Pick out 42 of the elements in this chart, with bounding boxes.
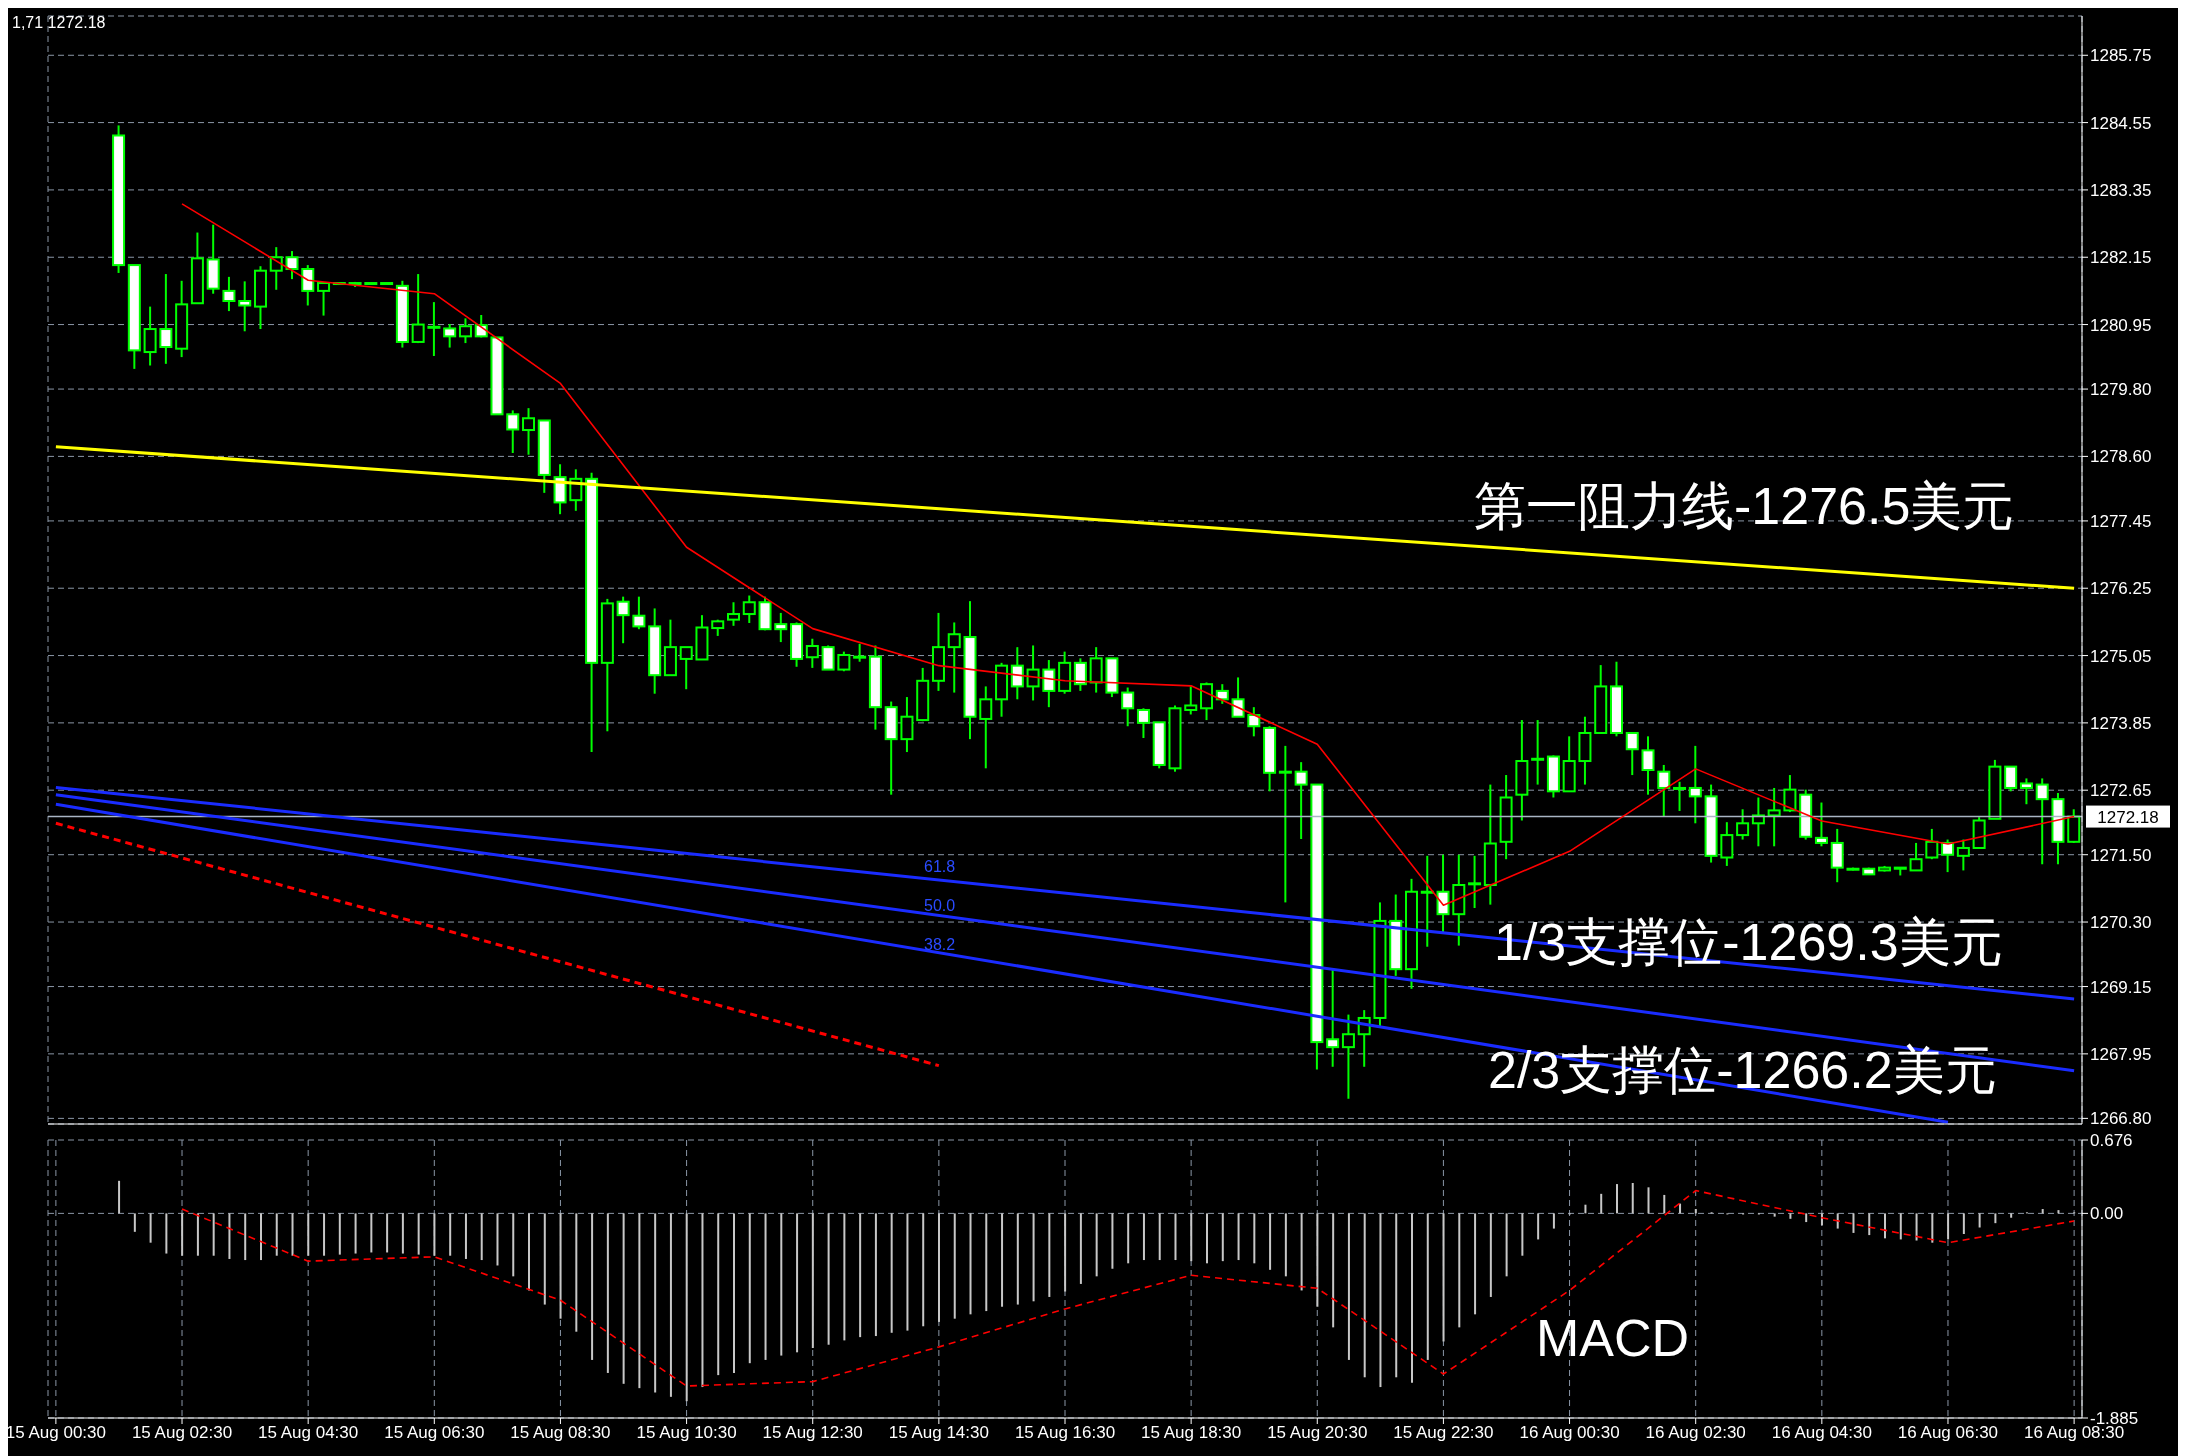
annotation: 61.8 bbox=[924, 858, 956, 876]
y-tick-label: 0.00 bbox=[2090, 1204, 2124, 1224]
x-tick-label: 15 Aug 10:30 bbox=[636, 1423, 737, 1443]
x-tick-label: 15 Aug 06:30 bbox=[384, 1423, 485, 1443]
x-tick-label: 15 Aug 04:30 bbox=[258, 1423, 359, 1443]
x-tick-label: 15 Aug 12:30 bbox=[762, 1423, 863, 1443]
x-tick-label: 16 Aug 02:30 bbox=[1645, 1423, 1746, 1443]
annotation: MACD bbox=[1536, 1309, 1690, 1368]
y-tick-label: 1269.15 bbox=[2090, 977, 2152, 997]
y-tick-label: 1275.05 bbox=[2090, 646, 2152, 666]
y-tick-label: 1266.80 bbox=[2090, 1109, 2152, 1129]
annotation: 第一阻力线-1276.5美元 bbox=[1474, 477, 2015, 536]
x-tick-label: 15 Aug 20:30 bbox=[1267, 1423, 1368, 1443]
y-tick-label: 1278.60 bbox=[2090, 447, 2152, 467]
x-tick-label: 15 Aug 22:30 bbox=[1393, 1423, 1494, 1443]
x-tick-label: 15 Aug 16:30 bbox=[1014, 1423, 1116, 1443]
x-tick-label: 15 Aug 14:30 bbox=[888, 1423, 989, 1443]
x-tick-label: 15 Aug 08:30 bbox=[510, 1423, 611, 1443]
x-tick-label: 15 Aug 00:30 bbox=[5, 1423, 106, 1443]
ref-line-label: 1272.18 bbox=[2097, 807, 2159, 827]
y-tick-label: 1282.15 bbox=[2090, 248, 2152, 268]
annotation: 38.2 bbox=[924, 936, 956, 954]
y-tick-label: 1270.30 bbox=[2090, 913, 2152, 933]
y-tick-label: 1280.95 bbox=[2090, 315, 2152, 335]
y-tick-label: 1277.45 bbox=[2090, 511, 2152, 531]
annotation: 1,71 1272.18 bbox=[12, 14, 106, 32]
y-tick-label: 1271.50 bbox=[2090, 845, 2152, 865]
y-tick-label: 1267.95 bbox=[2090, 1044, 2152, 1064]
y-tick-label: 1273.85 bbox=[2090, 713, 2152, 733]
y-tick-label: 1283.35 bbox=[2090, 180, 2152, 200]
annotation: 50.0 bbox=[924, 897, 956, 915]
x-tick-label: 15 Aug 18:30 bbox=[1141, 1423, 1242, 1443]
y-tick-label: 0.676 bbox=[2090, 1131, 2133, 1151]
x-tick-label: 15 Aug 02:30 bbox=[131, 1423, 233, 1443]
x-tick-label: 16 Aug 06:30 bbox=[1897, 1423, 1999, 1443]
y-tick-label: 1272.65 bbox=[2090, 781, 2152, 801]
y-tick-label: 1279.80 bbox=[2090, 380, 2152, 400]
x-tick-label: 16 Aug 00:30 bbox=[1519, 1423, 1620, 1443]
x-tick-label: 16 Aug 04:30 bbox=[1771, 1423, 1872, 1443]
y-tick-label: 1284.55 bbox=[2090, 113, 2152, 133]
y-tick-label: 1276.25 bbox=[2090, 579, 2152, 599]
y-tick-label: 1285.75 bbox=[2090, 46, 2152, 66]
